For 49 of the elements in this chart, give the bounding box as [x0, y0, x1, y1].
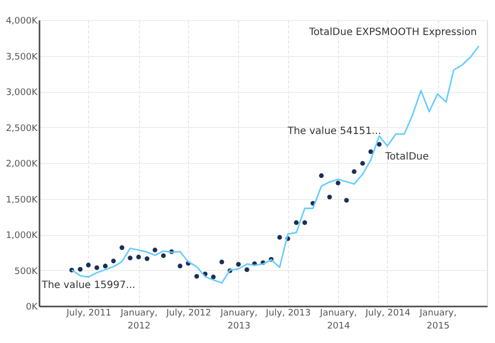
point	[194, 274, 200, 279]
x-tick-label: July, 2014	[364, 308, 411, 318]
point	[360, 161, 365, 166]
x-tick-label: July, 2013	[264, 308, 311, 318]
point	[144, 256, 150, 262]
y-tick-label: 1,000K	[6, 231, 39, 241]
x-tick-label: January, 2014	[319, 308, 358, 332]
point	[111, 258, 116, 264]
x-tick-label: July, 2011	[65, 308, 112, 318]
point	[178, 264, 182, 268]
point	[128, 256, 132, 260]
x-tick-label: July, 2012	[165, 308, 212, 318]
point	[244, 267, 250, 272]
point	[344, 198, 349, 203]
x-tick-label: January, 2013	[219, 308, 258, 332]
y-tick-label: 4,000K	[6, 16, 39, 26]
point	[368, 149, 374, 154]
point	[327, 194, 332, 200]
point	[211, 274, 216, 280]
point	[319, 173, 324, 178]
annotation: The value 54151...	[286, 126, 382, 137]
point	[376, 142, 382, 147]
point	[336, 180, 340, 186]
point	[219, 260, 224, 264]
point	[152, 248, 158, 252]
point	[294, 220, 299, 225]
point	[78, 266, 83, 272]
point	[302, 220, 308, 225]
y-tick-label: 1,500K	[6, 195, 39, 206]
point	[161, 253, 166, 258]
y-tick-label: 3,000K	[6, 88, 39, 98]
y-tick-label: 500K	[14, 266, 39, 277]
annotation: The value 15997...	[40, 280, 136, 292]
series-label: TotalDue	[384, 151, 429, 162]
x-tick-label: January, 2015	[418, 308, 457, 332]
point	[94, 265, 100, 270]
y-tick-label: 2,000K	[6, 160, 39, 170]
point	[136, 254, 141, 260]
point	[102, 264, 108, 268]
point	[120, 245, 124, 250]
x-tick-label: January, 2012	[120, 308, 158, 332]
y-tick-label: 3,500K	[6, 52, 39, 62]
y-tick-label: 2,500K	[6, 124, 39, 134]
point	[86, 262, 91, 268]
point	[352, 169, 356, 174]
y-tick-label: 0K	[26, 302, 39, 312]
point	[277, 235, 282, 240]
series-label: TotalDue EXPSMOOTH Expression	[308, 27, 477, 38]
point	[236, 262, 241, 267]
